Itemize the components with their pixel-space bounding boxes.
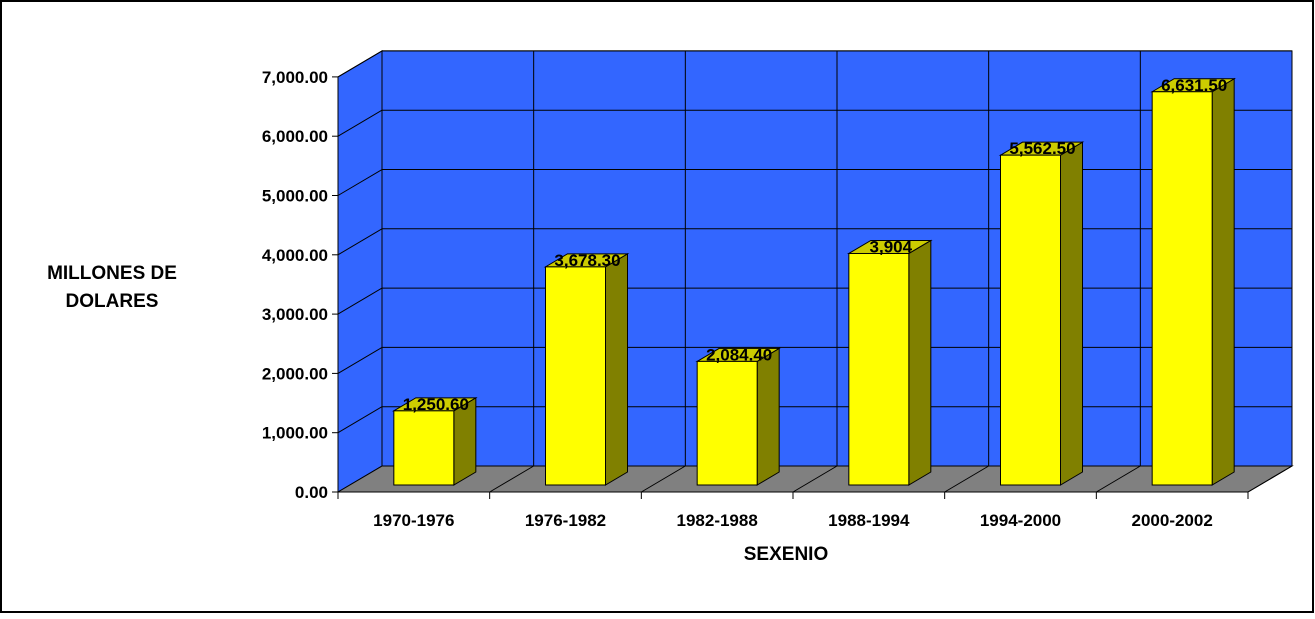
data-labels: 1,250.60 3,678.30 2,084.40 3,904 5,562.50 6,6… [403,76,1228,414]
data-label: 2,084.40 [706,345,772,364]
x-tick-label: 1994-2000 [980,511,1061,530]
chart-floor [336,465,1294,493]
bars [392,77,1236,486]
bar [696,360,758,486]
data-label: 3,678.30 [554,251,620,270]
y-tick-label: 0.00 [295,483,328,502]
x-tick-label: 2000-2002 [1132,511,1213,530]
floor-divider [1096,465,1141,493]
bar-side [908,239,932,486]
side-wall [337,50,383,493]
bar-side [756,347,780,486]
data-label: 3,904 [870,237,913,256]
chart-wall [337,50,1293,493]
floor-divider [1247,465,1293,493]
gridline-side [337,228,383,256]
gridline-side [337,50,383,78]
y-tick-label: 1,000.00 [262,424,328,443]
gridline-side [337,346,383,374]
data-label: 5,562.50 [1009,139,1075,158]
x-tick-label: 1988-1994 [828,511,910,530]
data-label: 6,631.50 [1161,76,1227,95]
x-tick-label: 1976-1982 [525,511,606,530]
bar-side [1211,77,1235,486]
y-axis: 0.00 1,000.00 2,000.00 3,000.00 4,000.00 5,00… [262,68,339,502]
y-tick-label: 7,000.00 [262,68,328,87]
bar [1151,91,1213,486]
x-axis-title: SEXENIO [744,544,828,565]
bar [393,410,455,486]
bar-side [1060,141,1083,486]
bar-side [605,253,628,486]
y-tick-label: 4,000.00 [262,246,328,265]
x-axis: 1970-1976 1976-1982 1982-1988 1988-1994 1994… [337,491,1249,530]
floor-divider [792,465,838,493]
y-tick-label: 3,000.00 [262,305,328,324]
bar [1000,154,1061,486]
y-tick-label: 5,000.00 [262,187,328,206]
floor-divider [944,465,989,493]
y-axis-title-line-2: DOLARES [66,291,159,312]
y-tick-label: 6,000.00 [262,127,328,146]
data-label: 1,250.60 [403,395,469,414]
bar [848,252,910,486]
gridline-side [337,169,383,196]
floor-divider [641,465,686,493]
gridline-side [337,287,383,315]
x-tick-label: 1970-1976 [373,511,454,530]
gridline-side [337,109,383,137]
bar [545,266,606,486]
x-tick-label: 1982-1988 [677,511,758,530]
y-tick-label: 2,000.00 [262,364,328,383]
floor-divider [489,465,534,493]
y-axis-title-line-1: MILLONES DE [47,263,177,284]
gridline-side [337,406,383,434]
